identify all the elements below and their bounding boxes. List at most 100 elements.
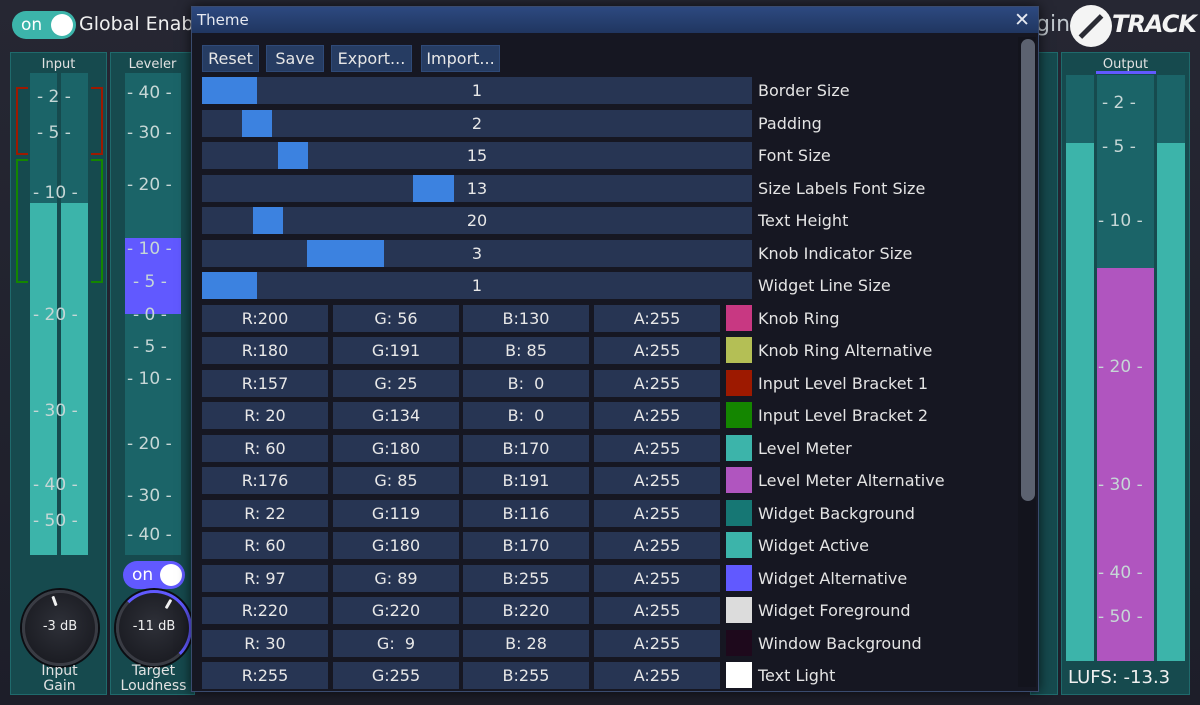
red-channel-field[interactable]: R: 20 xyxy=(202,402,328,429)
color-swatch[interactable] xyxy=(726,597,752,623)
output-meter-left-fill xyxy=(1066,143,1094,661)
leveler-scale-label: - 30 - xyxy=(127,486,172,506)
red-channel-field[interactable]: R:176 xyxy=(202,467,328,494)
slider-handle[interactable] xyxy=(202,272,257,299)
green-channel-field[interactable]: G: 9 xyxy=(333,629,459,657)
slider-widget-line-size[interactable]: 1 xyxy=(202,272,752,299)
red-channel-field[interactable]: R:255 xyxy=(202,662,328,689)
blue-channel-field[interactable]: B: 0 xyxy=(463,369,589,397)
red-channel-field[interactable]: R: 97 xyxy=(202,564,328,592)
theme-dialog-titlebar[interactable]: Theme ✕ xyxy=(192,7,1038,33)
red-channel-field[interactable]: R:157 xyxy=(202,369,328,397)
slider-size-labels-font-size[interactable]: 13 xyxy=(202,174,752,202)
output-meter-right-fill xyxy=(1157,143,1185,661)
leveler-toggle[interactable]: on xyxy=(123,561,185,589)
save-button[interactable]: Save xyxy=(266,45,324,72)
alpha-channel-field[interactable]: A:255 xyxy=(594,369,720,397)
green-channel-field[interactable]: G:180 xyxy=(333,532,459,559)
blue-channel-field[interactable]: B:255 xyxy=(463,564,589,592)
slider-handle[interactable] xyxy=(278,142,308,169)
red-channel-field[interactable]: R:200 xyxy=(202,304,328,332)
color-swatch[interactable] xyxy=(726,629,752,656)
alpha-channel-field[interactable]: A:255 xyxy=(594,597,720,624)
import-button[interactable]: Import... xyxy=(421,45,500,72)
slider-knob-indicator-size[interactable]: 3 xyxy=(202,239,752,267)
green-channel-field[interactable]: G:191 xyxy=(333,337,459,364)
alpha-channel-field[interactable]: A:255 xyxy=(594,337,720,364)
input-gain-knob[interactable]: -3 dB xyxy=(22,590,98,666)
alpha-channel-field[interactable]: A:255 xyxy=(594,402,720,429)
blue-channel-field[interactable]: B:116 xyxy=(463,499,589,527)
blue-channel-field[interactable]: B:191 xyxy=(463,467,589,494)
color-swatch[interactable] xyxy=(726,662,752,688)
red-channel-field[interactable]: R:180 xyxy=(202,337,328,364)
blue-channel-field[interactable]: B: 85 xyxy=(463,337,589,364)
green-channel-field[interactable]: G: 89 xyxy=(333,564,459,592)
blue-channel-field[interactable]: B:130 xyxy=(463,304,589,332)
alpha-channel-field[interactable]: A:255 xyxy=(594,662,720,689)
input-gain-value: -3 dB xyxy=(42,619,78,634)
leveler-panel-title: Leveler xyxy=(128,57,177,72)
blue-channel-field[interactable]: B:170 xyxy=(463,434,589,462)
color-swatch[interactable] xyxy=(726,564,752,591)
green-channel-field[interactable]: G: 85 xyxy=(333,467,459,494)
color-swatch[interactable] xyxy=(726,369,752,396)
alpha-channel-field[interactable]: A:255 xyxy=(594,467,720,494)
color-swatch[interactable] xyxy=(726,434,752,461)
alpha-channel-field[interactable]: A:255 xyxy=(594,564,720,592)
green-channel-field[interactable]: G: 25 xyxy=(333,369,459,397)
color-swatch[interactable] xyxy=(726,304,752,331)
reset-button[interactable]: Reset xyxy=(202,45,259,72)
target-loudness-knob[interactable]: -11 dB xyxy=(116,590,192,666)
input-gain-label: Input Gain xyxy=(11,664,108,694)
blue-channel-field[interactable]: B:220 xyxy=(463,597,589,624)
close-icon[interactable]: ✕ xyxy=(1014,9,1030,31)
slider-handle[interactable] xyxy=(202,77,257,104)
color-swatch[interactable] xyxy=(726,337,752,363)
output-scale-label: - 40 - xyxy=(1098,563,1143,583)
alpha-channel-field[interactable]: A:255 xyxy=(594,629,720,657)
slider-border-size[interactable]: 1 xyxy=(202,77,752,104)
alpha-channel-field[interactable]: A:255 xyxy=(594,499,720,527)
export-button[interactable]: Export... xyxy=(331,45,412,72)
slider-handle[interactable] xyxy=(306,239,384,267)
leveler-scale-label: - 40 - xyxy=(127,83,172,103)
alpha-channel-field[interactable]: A:255 xyxy=(594,304,720,332)
leveler-scale-label: - 10 - xyxy=(127,239,172,259)
blue-channel-field[interactable]: B:170 xyxy=(463,532,589,559)
slider-font-size[interactable]: 15 xyxy=(202,142,752,169)
global-enable-toggle[interactable]: on xyxy=(12,11,76,39)
green-channel-field[interactable]: G:134 xyxy=(333,402,459,429)
output-scale-label: - 2 - xyxy=(1102,93,1136,113)
red-channel-field[interactable]: R: 60 xyxy=(202,434,328,462)
toggle-knob xyxy=(160,564,182,586)
target-loudness-label-1: Target xyxy=(131,663,176,679)
red-channel-field[interactable]: R: 30 xyxy=(202,629,328,657)
slider-value: 1 xyxy=(471,81,483,100)
red-channel-field[interactable]: R: 22 xyxy=(202,499,328,527)
blue-channel-field[interactable]: B:255 xyxy=(463,662,589,689)
slider-label: Knob Indicator Size xyxy=(758,243,913,263)
slider-handle[interactable] xyxy=(412,174,454,202)
leveler-scale-label: - 20 - xyxy=(127,175,172,195)
blue-channel-field[interactable]: B: 28 xyxy=(463,629,589,657)
red-channel-field[interactable]: R:220 xyxy=(202,597,328,624)
alpha-channel-field[interactable]: A:255 xyxy=(594,532,720,559)
slider-text-height[interactable]: 20 xyxy=(202,207,752,234)
blue-channel-field[interactable]: B: 0 xyxy=(463,402,589,429)
slider-handle[interactable] xyxy=(242,109,272,137)
green-channel-field[interactable]: G: 56 xyxy=(333,304,459,332)
color-swatch[interactable] xyxy=(726,467,752,493)
green-channel-field[interactable]: G:119 xyxy=(333,499,459,527)
color-swatch[interactable] xyxy=(726,402,752,428)
green-channel-field[interactable]: G:255 xyxy=(333,662,459,689)
slider-handle[interactable] xyxy=(253,207,283,234)
slider-padding[interactable]: 2 xyxy=(202,109,752,137)
color-swatch[interactable] xyxy=(726,499,752,526)
green-channel-field[interactable]: G:220 xyxy=(333,597,459,624)
green-channel-field[interactable]: G:180 xyxy=(333,434,459,462)
color-swatch[interactable] xyxy=(726,532,752,558)
red-channel-field[interactable]: R: 60 xyxy=(202,532,328,559)
scrollbar-thumb[interactable] xyxy=(1021,39,1035,501)
alpha-channel-field[interactable]: A:255 xyxy=(594,434,720,462)
